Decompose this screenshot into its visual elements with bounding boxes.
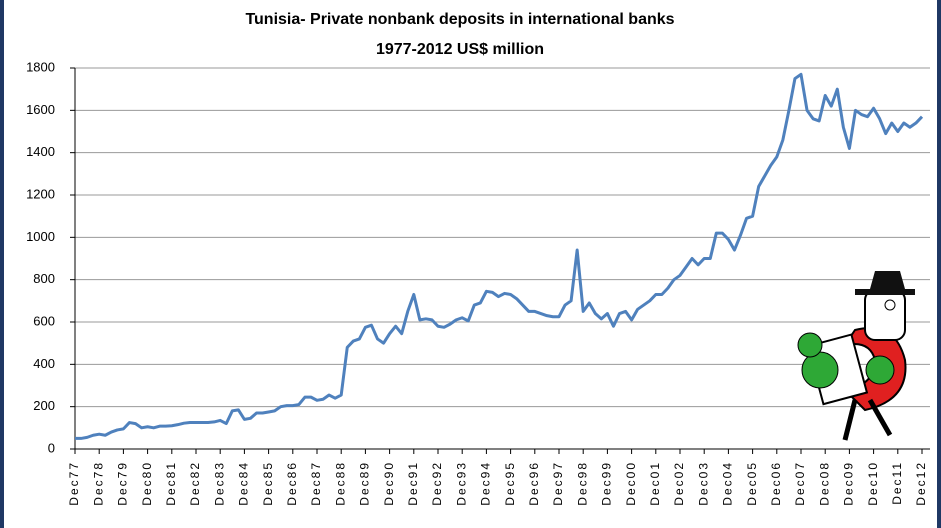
x-tick-label: Dec02: [672, 461, 686, 506]
x-tick-label: Dec97: [551, 461, 565, 506]
x-tick-label: Dec79: [116, 461, 130, 506]
x-tick-label: Dec78: [91, 461, 105, 506]
x-tick-label: Dec92: [430, 461, 444, 506]
x-tick-label: Dec98: [575, 461, 589, 506]
x-tick-label: Dec10: [866, 461, 880, 506]
y-tick-label: 1000: [26, 229, 55, 244]
x-tick-label: Dec80: [140, 461, 154, 506]
x-tick-label: Dec77: [67, 461, 81, 506]
y-tick-label: 1800: [26, 59, 55, 74]
x-tick-label: Dec12: [914, 461, 928, 506]
y-tick-label: 200: [33, 398, 55, 413]
x-tick-label: Dec96: [527, 461, 541, 506]
x-tick-label: Dec85: [261, 461, 275, 506]
y-tick-label: 400: [33, 356, 55, 371]
x-tick-label: Dec01: [648, 461, 662, 506]
x-tick-label: Dec82: [188, 461, 202, 506]
x-tick-label: Dec06: [769, 461, 783, 506]
x-tick-label: Dec86: [285, 461, 299, 506]
x-tick-label: Dec93: [454, 461, 468, 506]
x-tick-label: Dec83: [212, 461, 226, 506]
chart-subtitle: 1977-2012 US$ million: [376, 41, 544, 58]
y-tick-label: 600: [33, 313, 55, 328]
x-tick-label: Dec09: [842, 461, 856, 506]
x-tick-label: Dec04: [721, 461, 735, 506]
x-tick-label: Dec94: [479, 461, 493, 506]
x-tick-label: Dec91: [406, 461, 420, 506]
x-tick-label: Dec11: [890, 461, 904, 505]
x-tick-label: Dec81: [164, 461, 178, 506]
x-tick-label: Dec00: [624, 461, 638, 506]
x-tick-label: Dec03: [696, 461, 710, 506]
x-tick-label: Dec87: [309, 461, 323, 506]
chart: Tunisia- Private nonbank deposits in int…: [0, 0, 941, 528]
x-tick-label: Dec90: [382, 461, 396, 506]
y-tick-label: 1400: [26, 144, 55, 159]
x-tick-label: Dec84: [237, 461, 251, 506]
y-tick-label: 0: [48, 440, 55, 455]
x-tick-label: Dec05: [745, 461, 759, 506]
x-tick-label: Dec07: [793, 461, 807, 506]
x-tick-label: Dec88: [333, 461, 347, 506]
chart-title: Tunisia- Private nonbank deposits in int…: [245, 11, 674, 28]
x-tick-label: Dec99: [600, 461, 614, 506]
x-tick-label: Dec89: [358, 461, 372, 506]
y-tick-label: 800: [33, 271, 55, 286]
x-tick-label: Dec95: [503, 461, 517, 506]
x-tick-label: Dec08: [817, 461, 831, 506]
y-tick-label: 1600: [26, 102, 55, 117]
y-tick-label: 1200: [26, 186, 55, 201]
